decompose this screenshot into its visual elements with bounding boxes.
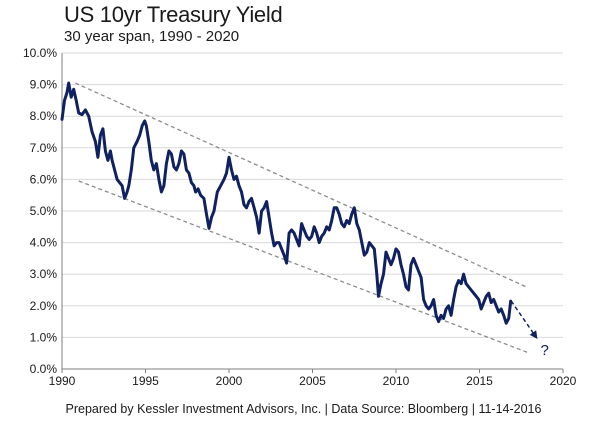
series-line xyxy=(60,81,513,325)
y-tick-label: 8.0% xyxy=(30,109,58,123)
y-tick-label: 0.0% xyxy=(30,362,58,376)
x-tick-label: 1995 xyxy=(132,374,159,388)
trend-line xyxy=(78,180,530,354)
chart-footer: Prepared by Kessler Investment Advisors,… xyxy=(65,402,542,416)
y-tick-label: 10.0% xyxy=(23,46,57,60)
projection-arrow xyxy=(510,300,538,340)
x-tick-label: 2020 xyxy=(550,374,577,388)
y-tick-label: 5.0% xyxy=(30,204,58,218)
x-tick-label: 1990 xyxy=(49,374,76,388)
y-tick-label: 3.0% xyxy=(30,267,58,281)
y-tick-label: 1.0% xyxy=(30,330,58,344)
x-tick-label: 2015 xyxy=(466,374,493,388)
chart-title: US 10yr Treasury Yield xyxy=(64,2,283,27)
y-tick-label: 7.0% xyxy=(30,141,58,155)
annotation-question-mark: ? xyxy=(540,342,548,359)
y-tick-label: 9.0% xyxy=(30,78,58,92)
trend-line xyxy=(75,82,527,288)
y-tick-label: 6.0% xyxy=(30,172,58,186)
y-tick-label: 2.0% xyxy=(30,299,58,313)
x-tick-label: 2005 xyxy=(299,374,326,388)
y-tick-label: 4.0% xyxy=(30,236,58,250)
chart-subtitle: 30 year span, 1990 - 2020 xyxy=(64,28,240,45)
x-tick-label: 2010 xyxy=(383,374,410,388)
x-tick-label: 2000 xyxy=(216,374,243,388)
